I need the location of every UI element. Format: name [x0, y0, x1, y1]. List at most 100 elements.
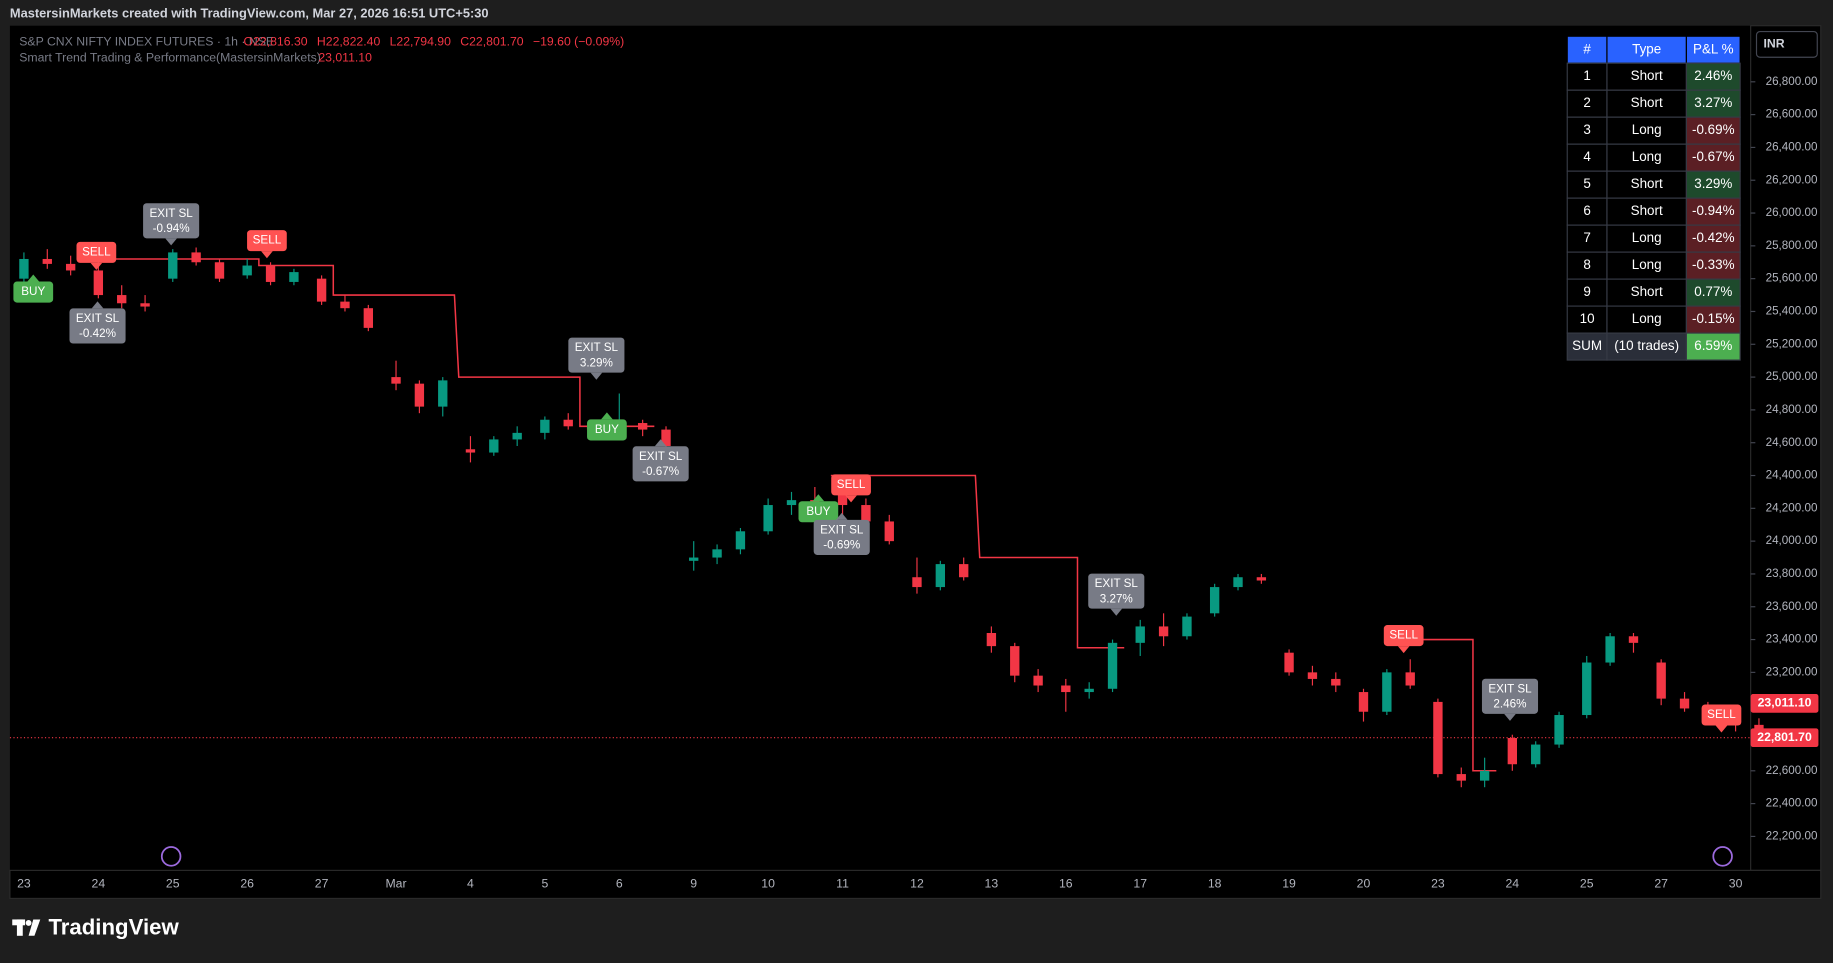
table-text: 9	[1583, 284, 1590, 299]
x-tick-label: 4	[467, 877, 474, 891]
table-cell	[1566, 116, 1608, 145]
candle-body	[512, 432, 522, 440]
signal-text: SELL	[82, 245, 111, 258]
table-text: 3.27%	[1694, 95, 1732, 110]
table-header-cell	[1566, 35, 1608, 64]
candle-body	[1284, 652, 1294, 673]
signal-pnl: -0.69%	[823, 539, 860, 552]
table-cell	[1685, 278, 1741, 307]
candle-body	[884, 521, 894, 542]
candle-body	[465, 449, 476, 453]
candle-body	[1358, 692, 1369, 712]
event-icon[interactable]	[160, 846, 182, 867]
table-text: 2.46%	[1694, 68, 1732, 83]
candle-body	[363, 308, 374, 328]
x-tick-label: 9	[690, 877, 697, 891]
table-cell	[1685, 143, 1741, 172]
signal-text: BUY	[21, 285, 45, 298]
table-text: 3.29%	[1694, 176, 1732, 191]
y-tick-label: 26,800.00	[1766, 75, 1818, 88]
signal-pointer	[812, 494, 825, 502]
table-text: -0.67%	[1692, 149, 1735, 164]
table-cell	[1685, 116, 1741, 145]
x-tick-label: 27	[1654, 877, 1668, 891]
y-tick-label: 22,600.00	[1766, 764, 1818, 777]
candle-body	[1084, 688, 1094, 693]
x-tick-label: 12	[910, 877, 924, 891]
signal-label: EXIT SL 3.29%	[568, 337, 625, 380]
candle-body	[540, 419, 550, 433]
y-tick-label: 25,000.00	[1766, 370, 1818, 383]
signal-label: BUY	[798, 494, 839, 523]
plot-area	[9, 25, 1751, 871]
table-cell	[1566, 143, 1608, 172]
signal-pointer	[1397, 646, 1410, 654]
table-cell	[1606, 305, 1687, 334]
signal-box	[1383, 625, 1424, 647]
candle-body	[1582, 662, 1592, 716]
signal-label: BUY	[13, 274, 54, 303]
y-tick-label: 26,200.00	[1766, 173, 1818, 186]
x-tick-label: 30	[1729, 877, 1743, 891]
candle-body	[563, 419, 573, 427]
table-cell	[1566, 305, 1608, 334]
candle-body	[1382, 672, 1392, 712]
table-cell	[1685, 332, 1741, 361]
candle-body	[1605, 636, 1615, 663]
x-tick-label: 17	[1133, 877, 1147, 891]
signal-box	[831, 474, 871, 496]
signal-box	[1088, 573, 1145, 609]
candle-body	[912, 577, 922, 588]
candle-body	[1405, 672, 1415, 686]
candle-body	[340, 301, 350, 309]
signal-box	[143, 203, 200, 239]
table-cell	[1606, 332, 1687, 361]
currency-button[interactable]	[1755, 30, 1818, 58]
table-text: 1	[1583, 68, 1590, 83]
table-text: Short	[1631, 95, 1663, 110]
symbol: S&P CNX NIFTY INDEX FUTURES · 1h · NSE	[19, 34, 274, 48]
signal-box	[1701, 704, 1742, 726]
table-text: 7	[1583, 230, 1590, 245]
table-cell	[1606, 224, 1687, 253]
candle-body	[837, 491, 848, 506]
signal-pointer	[165, 238, 177, 246]
signal-label: EXIT SL 2.46%	[1481, 678, 1539, 721]
signal-pnl: -0.67%	[642, 465, 679, 478]
x-tick-label: 23	[1431, 877, 1445, 891]
table-text: Short	[1631, 284, 1663, 299]
table-text: 2	[1583, 95, 1590, 110]
y-tick-label: 23,200.00	[1766, 665, 1818, 678]
x-tick-label: 26	[240, 877, 254, 891]
candle-body	[1679, 698, 1690, 709]
signal-box	[76, 241, 117, 263]
signal-label: SELL	[1701, 704, 1742, 733]
currency[interactable]: INR	[1764, 37, 1785, 51]
table-cell	[1685, 224, 1741, 253]
signal-pnl: 3.27%	[1100, 592, 1133, 605]
signal-text: SELL	[1707, 708, 1736, 721]
signal-pointer	[27, 274, 40, 282]
candle-body	[712, 549, 722, 558]
signal-text: SELL	[837, 478, 866, 491]
signal-pointer	[845, 495, 857, 503]
signal-text: EXIT SL	[1488, 682, 1532, 695]
event-icon[interactable]	[1712, 846, 1733, 867]
candle-body	[1331, 678, 1341, 686]
table-text: -0.69%	[1692, 122, 1735, 137]
x-tick-label: 6	[616, 877, 623, 891]
candle-body	[1158, 626, 1169, 637]
table-text: Short	[1631, 176, 1663, 191]
candle-body	[1456, 774, 1466, 781]
candle-body	[661, 429, 671, 446]
candle-body	[763, 505, 773, 532]
time-axis	[9, 869, 1822, 900]
signal-label: EXIT SL -0.94%	[143, 203, 200, 246]
candle-body	[959, 564, 969, 578]
candle-body	[637, 423, 648, 430]
x-tick-label: 5	[541, 877, 548, 891]
signal-box	[568, 337, 625, 373]
price-label-box	[1750, 694, 1819, 713]
table-text: 6.59%	[1694, 338, 1732, 353]
signal-box	[587, 419, 627, 441]
